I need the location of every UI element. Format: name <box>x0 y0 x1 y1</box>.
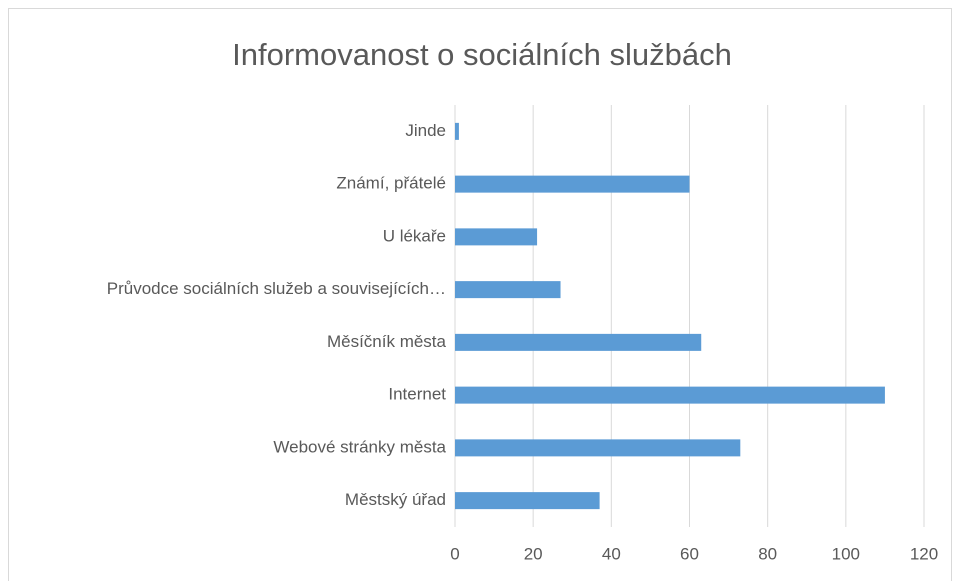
bar <box>455 228 538 246</box>
x-tick-label: 60 <box>680 544 699 563</box>
bar <box>455 439 741 457</box>
bar <box>455 122 459 140</box>
bar <box>455 175 690 193</box>
x-tick-label: 80 <box>758 544 777 563</box>
x-tick-label: 20 <box>524 544 543 563</box>
y-tick-label: Městský úřad <box>345 490 446 509</box>
y-tick-label: Internet <box>388 385 446 404</box>
bar <box>455 492 600 510</box>
y-tick-label: Měsíčník města <box>327 332 447 351</box>
chart-title: Informovanost o sociálních službách <box>232 37 732 72</box>
bar <box>455 386 885 404</box>
bar <box>455 281 561 299</box>
x-tick-label: 100 <box>832 544 860 563</box>
y-tick-label: Jinde <box>405 121 446 140</box>
y-tick-label: Průvodce sociálních služeb a související… <box>107 279 446 298</box>
y-tick-label: Webové stránky města <box>273 437 446 456</box>
bar <box>455 333 702 351</box>
y-tick-label: Známí, přátelé <box>336 174 446 193</box>
x-tick-label: 120 <box>910 544 938 563</box>
x-tick-label: 0 <box>450 544 459 563</box>
x-tick-label: 40 <box>602 544 621 563</box>
y-tick-label: U lékaře <box>383 226 446 245</box>
